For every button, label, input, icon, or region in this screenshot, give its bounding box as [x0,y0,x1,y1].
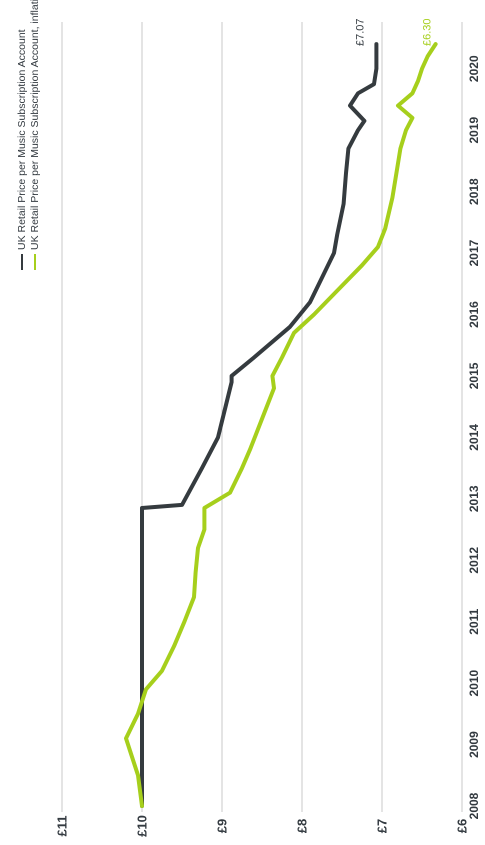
y-tick-label: £11 [55,816,70,837]
x-tick-label: 2011 [467,608,481,634]
y-tick-label: £8 [295,819,310,833]
x-tick-label: 2013 [467,485,481,512]
x-tick-label: 2020 [467,55,481,82]
x-tick-label: 2012 [467,547,481,574]
legend-entry-label: UK Retail Price per Music Subscription A… [29,0,41,250]
end-label-inflation-adjusted: £6.30 [422,18,434,46]
x-tick-label: 2009 [467,731,481,758]
y-tick-label: £7 [375,819,390,833]
x-tick-label: 2016 [467,301,481,328]
x-tick-label: 2010 [467,669,481,696]
x-tick-label: 2014 [467,424,481,451]
legend: UK Retail Price per Music Subscription A… [16,0,41,270]
y-tick-label: £10 [135,815,150,837]
y-tick-label: £9 [215,819,230,833]
series-line-inflation-adjusted [124,42,438,808]
x-tick-label: 2008 [467,792,481,819]
x-tick-label: 2015 [467,362,481,389]
x-tick-label: 2017 [467,239,481,266]
x-tick-label: 2018 [467,178,481,205]
x-axis-tick-labels: 2008 2009 2010 2011 2012 2013 2014 2015 2016 2017… [467,55,481,819]
x-tick-label: 2019 [467,116,481,143]
y-tick-label: £6 [455,819,470,833]
series-line-retail-price [140,42,379,808]
legend-entry-label: UK Retail Price per Music Subscription A… [16,29,28,250]
series-lines: £7.07 £6.30 [124,18,438,808]
end-label-retail-price: £7.07 [354,18,366,46]
y-axis-tick-labels: £11 £10 £9 £8 £7 £6 [55,815,470,837]
